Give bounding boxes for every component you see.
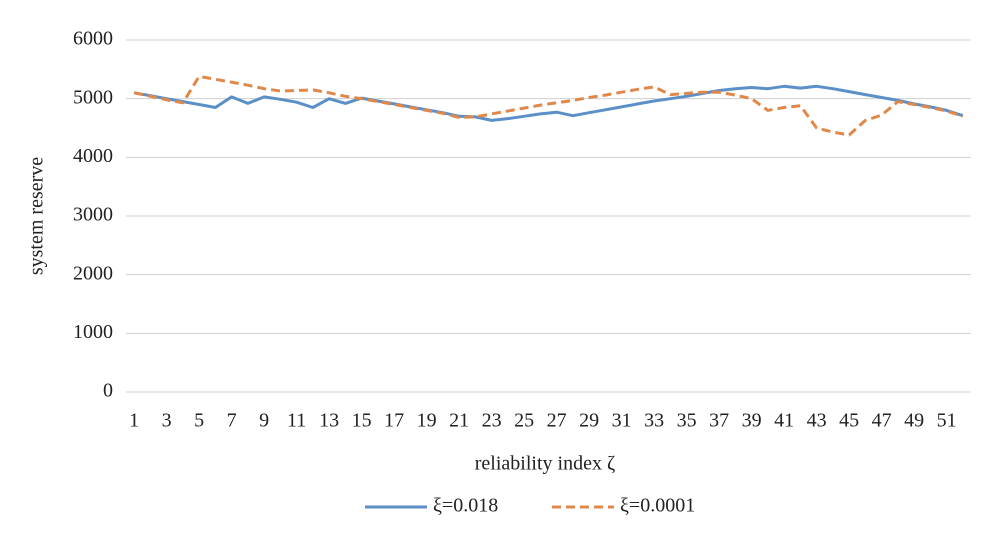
series-line	[133, 74, 964, 137]
series-line	[133, 84, 964, 122]
x-tick-label: 27	[547, 410, 567, 432]
y-tick-label: 6000	[73, 28, 113, 50]
x-tick-label: 29	[579, 410, 599, 432]
x-tick-label: 49	[904, 410, 924, 432]
x-tick-label: 43	[807, 410, 827, 432]
x-tick-label: 7	[227, 410, 237, 432]
y-tick-label: 5000	[73, 86, 113, 108]
x-tick-label: 15	[352, 410, 372, 432]
y-tick-label: 1000	[73, 321, 113, 343]
x-tick-label: 17	[384, 410, 404, 432]
x-tick-label: 11	[287, 410, 306, 432]
x-tick-label: 5	[194, 410, 204, 432]
legend-label: ξ=0.0001	[620, 495, 695, 517]
x-tick-label: 19	[417, 410, 437, 432]
x-tick-label: 37	[709, 410, 729, 432]
y-tick-label: 0	[103, 380, 113, 402]
x-tick-label: 33	[644, 410, 664, 432]
x-tick-label: 39	[742, 410, 762, 432]
x-tick-label: 25	[514, 410, 534, 432]
x-tick-label: 47	[872, 410, 892, 432]
x-tick-label: 23	[482, 410, 502, 432]
y-tick-label: 4000	[73, 145, 113, 167]
x-tick-label: 9	[259, 410, 269, 432]
x-tick-label: 1	[129, 410, 139, 432]
y-tick-label: 2000	[73, 262, 113, 284]
x-tick-label: 45	[839, 410, 859, 432]
x-tick-label: 21	[449, 410, 469, 432]
legend-label: ξ=0.018	[433, 495, 498, 517]
x-tick-label: 35	[677, 410, 697, 432]
x-axis-title: reliability index ζ	[475, 453, 615, 475]
y-axis-title: system reserve	[26, 157, 48, 275]
y-tick-label: 3000	[73, 204, 113, 226]
x-tick-label: 51	[937, 410, 957, 432]
x-tick-label: 13	[319, 410, 339, 432]
x-tick-label: 31	[612, 410, 632, 432]
x-tick-label: 3	[162, 410, 172, 432]
x-tick-label: 41	[774, 410, 794, 432]
